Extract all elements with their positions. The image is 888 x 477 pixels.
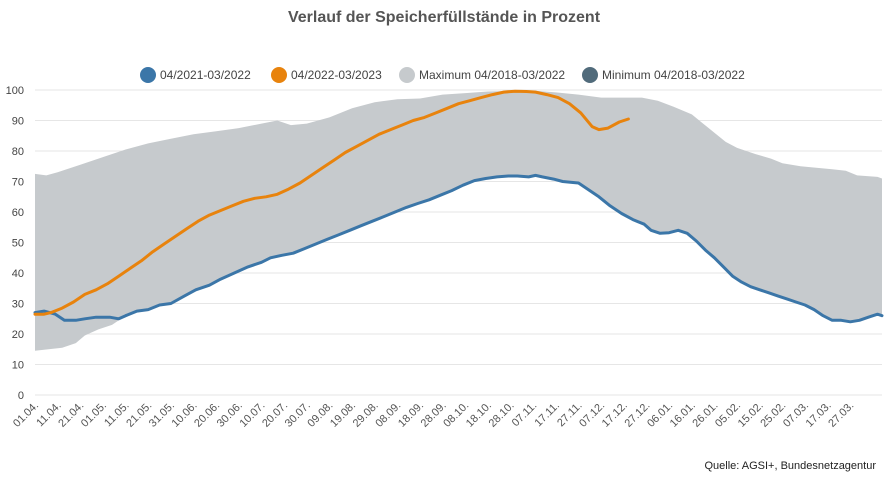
y-tick-label: 30 (12, 299, 24, 311)
legend-item-2022[interactable]: 04/2022-03/2023 (271, 67, 382, 83)
series-line-2021 (33, 173, 884, 324)
legend-marker-2022 (271, 67, 287, 83)
chart-title: Verlauf der Speicherfüllstände in Prozen… (288, 9, 601, 26)
x-tick-label: 01.05. (79, 400, 109, 430)
min-max-band (35, 90, 882, 351)
legend-item-maximum[interactable]: Maximum 04/2018-03/2022 (399, 67, 565, 83)
legend-item-2021[interactable]: 04/2021-03/2022 (140, 67, 251, 83)
y-tick-label: 50 (12, 238, 24, 250)
legend-label-2022: 04/2022-03/2023 (291, 68, 382, 82)
y-tick-label: 90 (12, 116, 24, 128)
x-axis-ticks: 01.04.11.04.21.04.01.05.11.05.21.05.31.0… (11, 400, 856, 430)
y-tick-label: 70 (12, 177, 24, 189)
x-tick-label: 28.10. (487, 400, 517, 430)
y-tick-label: 40 (12, 268, 24, 280)
series-line-2022 (33, 89, 630, 316)
x-tick-label: 07.11. (510, 400, 540, 430)
y-tick-label: 80 (12, 146, 24, 158)
legend-label-maximum: Maximum 04/2018-03/2022 (419, 68, 565, 82)
y-tick-label: 60 (12, 207, 24, 219)
legend: 04/2021-03/2022 04/2022-03/2023 Maximum … (140, 67, 745, 83)
y-tick-label: 0 (18, 390, 24, 402)
x-tick-label: 17.11. (532, 400, 562, 430)
x-tick-label: 27.03. (826, 400, 856, 430)
legend-item-minimum[interactable]: Minimum 04/2018-03/2022 (582, 67, 745, 83)
y-tick-label: 10 (12, 360, 24, 372)
legend-marker-minimum (582, 67, 598, 83)
y-tick-label: 100 (6, 85, 24, 97)
x-tick-label: 01.04. (11, 400, 41, 430)
y-tick-label: 20 (12, 329, 24, 341)
y-axis-ticks: 0 10 20 30 40 50 60 70 80 90 100 (6, 85, 24, 402)
legend-marker-maximum (399, 67, 415, 83)
legend-label-2021: 04/2021-03/2022 (160, 68, 251, 82)
legend-marker-2021 (140, 67, 156, 83)
legend-label-minimum: Minimum 04/2018-03/2022 (602, 68, 745, 82)
source-note: Quelle: AGSI+, Bundesnetzagentur (704, 460, 876, 472)
